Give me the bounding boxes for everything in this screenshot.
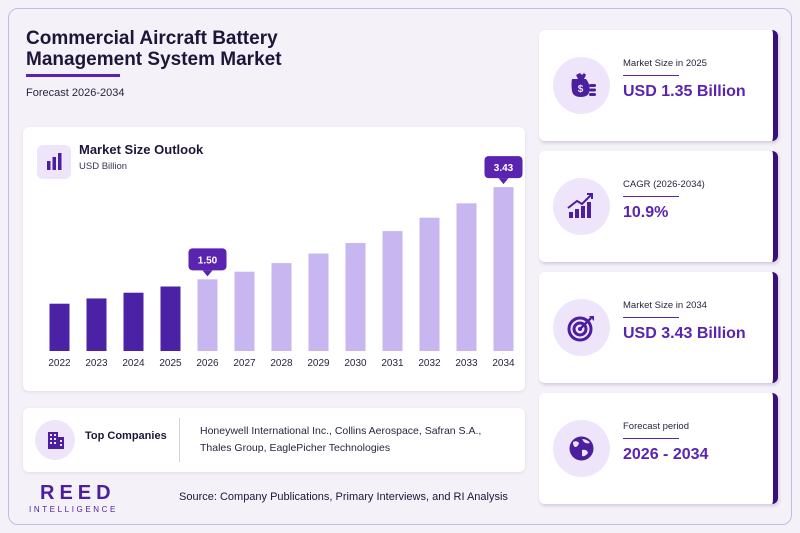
- title-underline: [26, 74, 120, 77]
- x-tick-label: 2027: [233, 358, 256, 369]
- data-label-2026: 1.50: [188, 248, 227, 277]
- bar-chart-icon: [37, 145, 71, 179]
- bar-2032: [419, 217, 440, 351]
- x-tick-label: 2025: [159, 358, 182, 369]
- money-bag-icon: $: [553, 57, 610, 114]
- bar-2026: [197, 279, 218, 351]
- companies-line-2: Thales Group, EaglePicher Technologies: [200, 442, 391, 454]
- top-companies-label: Top Companies: [85, 430, 167, 442]
- x-tick-label: 2031: [381, 358, 404, 369]
- x-tick-label: 2033: [455, 358, 478, 369]
- page-title: Commercial Aircraft Battery Management S…: [26, 28, 506, 70]
- bar-2033: [456, 203, 477, 351]
- chart-title: Market Size Outlook: [79, 142, 204, 157]
- bar-2025: [160, 286, 181, 351]
- bar-2022: [49, 303, 70, 351]
- divider: [179, 418, 180, 462]
- title-line-2: Management System Market: [26, 49, 282, 70]
- svg-text:3.43: 3.43: [494, 163, 514, 174]
- stat-rule: [623, 317, 679, 318]
- bar-2031: [382, 231, 403, 351]
- stat-value: USD 3.43 Billion: [623, 325, 746, 342]
- source-note: Source: Company Publications, Primary In…: [179, 491, 508, 503]
- logo-wordmark: REED: [40, 482, 116, 504]
- bar-2024: [123, 292, 144, 351]
- svg-text:1.50: 1.50: [198, 255, 218, 266]
- stat-rule: [623, 75, 679, 76]
- stat-rule: [623, 438, 679, 439]
- x-tick-label: 2032: [418, 358, 441, 369]
- svg-text:$: $: [578, 84, 584, 95]
- stat-value: 10.9%: [623, 204, 669, 221]
- x-tick-label: 2029: [307, 358, 330, 369]
- data-label-2034: 3.43: [484, 156, 523, 185]
- bar-2023: [86, 298, 107, 351]
- stat-label: Market Size in 2025: [623, 58, 707, 69]
- bar-2028: [271, 263, 292, 351]
- x-tick-label: 2023: [85, 358, 108, 369]
- bar-2030: [345, 243, 366, 351]
- x-tick-label: 2022: [48, 358, 71, 369]
- stat-value: 2026 - 2034: [623, 446, 709, 463]
- top-companies-list: Honeywell International Inc., Collins Ae…: [200, 423, 515, 457]
- building-icon: [35, 420, 75, 460]
- title-line-1: Commercial Aircraft Battery: [26, 28, 278, 49]
- stat-label: Forecast period: [623, 421, 690, 432]
- stat-card-cagr: CAGR (2026-2034) 10.9%: [539, 151, 778, 262]
- target-icon: [553, 299, 610, 356]
- stat-value: USD 1.35 Billion: [623, 83, 746, 100]
- bar-2029: [308, 253, 329, 351]
- stat-card-forecast-period: Forecast period 2026 - 2034: [539, 393, 778, 504]
- bar-chart: 2022 2023 2024 2025 2026 2027 2028 2029 2030 2031…: [48, 156, 523, 369]
- x-tick-label: 2034: [492, 358, 515, 369]
- bar-2027: [234, 271, 255, 351]
- logo-tagline: INTELLIGENCE: [29, 505, 118, 514]
- page-subtitle: Forecast 2026-2034: [26, 87, 125, 99]
- x-tick-label: 2030: [344, 358, 367, 369]
- stat-card-market-2025: $ Market Size in 2025 USD 1.35 Billion: [539, 30, 778, 141]
- x-tick-label: 2026: [196, 358, 219, 369]
- x-tick-label: 2024: [122, 358, 145, 369]
- growth-chart-icon: [553, 178, 610, 235]
- chart-card: Market Size Outlook USD Billion 2022 2023…: [23, 127, 525, 391]
- globe-icon: [553, 420, 610, 477]
- stat-label: Market Size in 2034: [623, 300, 707, 311]
- top-companies-card: Top Companies Honeywell International In…: [23, 408, 525, 472]
- x-tick-label: 2028: [270, 358, 293, 369]
- companies-line-1: Honeywell International Inc., Collins Ae…: [200, 425, 482, 437]
- stat-label: CAGR (2026-2034): [623, 179, 705, 190]
- bar-2034: [493, 187, 514, 351]
- chart-unit: USD Billion: [79, 161, 128, 172]
- stat-card-market-2034: Market Size in 2034 USD 3.43 Billion: [539, 272, 778, 383]
- stat-rule: [623, 196, 679, 197]
